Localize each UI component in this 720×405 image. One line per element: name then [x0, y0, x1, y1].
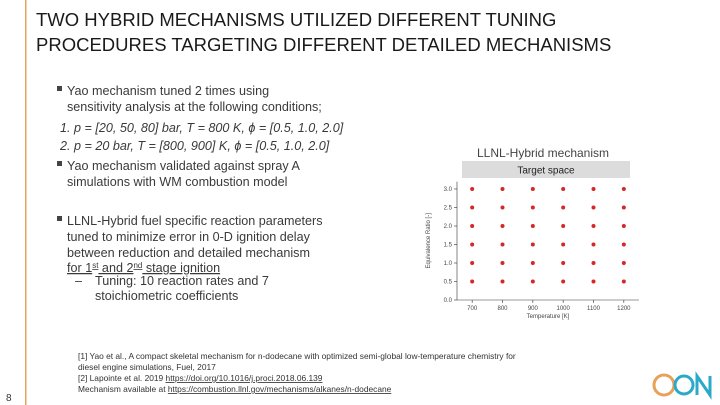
- data-point: [561, 261, 566, 265]
- x-tick-label: 1100: [587, 306, 601, 312]
- y-tick-label: 3.0: [444, 187, 453, 193]
- x-tick-label: 900: [528, 306, 539, 312]
- chart: Target space 0.0 0.5 1.0 1.5 2.0 2.5 3.0 700 800 9…: [426, 161, 639, 320]
- text-run: and 2: [98, 261, 133, 275]
- x-tick-label: 1000: [556, 306, 570, 312]
- bullet-text: sensitivity analysis at the following co…: [67, 100, 322, 114]
- reference-line: diesel engine simulations, Fuel, 2017: [78, 362, 216, 372]
- data-point: [621, 261, 626, 265]
- numbered-item: 2. p = 20 bar, T = [800, 900] K, ϕ = [0.…: [59, 139, 330, 153]
- bullet-marker: [57, 86, 62, 91]
- data-point: [500, 224, 505, 228]
- x-tick-label: 700: [467, 306, 478, 312]
- chart-title-box: [462, 161, 630, 178]
- data-point: [561, 224, 566, 228]
- data-point: [470, 224, 475, 228]
- reference-link[interactable]: https://combustion.llnl.gov/mechanisms/a…: [168, 384, 392, 394]
- reference-text: [1] Yao et al., A compact skeletal mecha…: [78, 351, 516, 361]
- reference-line: Mechanism available at https://combustio…: [78, 384, 392, 394]
- reference-text: diesel engine simulations, Fuel, 2017: [78, 362, 216, 372]
- data-point: [470, 205, 475, 210]
- data-point: [621, 242, 626, 247]
- reference-line: [1] Yao et al., A compact skeletal mecha…: [78, 351, 516, 361]
- logo: [652, 371, 712, 400]
- y-tick-label: 1.0: [444, 261, 453, 267]
- data-point: [621, 187, 626, 191]
- data-point: [621, 205, 626, 210]
- bullet-text: for 1st and 2nd stage ignition: [67, 261, 220, 276]
- y-axis-label: Equivalence Ratio [-]: [426, 213, 432, 269]
- sub-marker: –: [75, 274, 82, 288]
- numbered-item: 1. p = [20, 50, 80] bar, T = 800 K, ϕ = …: [60, 121, 344, 135]
- sub-bullet-text: stoichiometric coefficients: [95, 289, 238, 303]
- data-point: [530, 187, 535, 191]
- reference-link[interactable]: https://doi.org/10.1016/j.proci.2018.06.…: [166, 373, 323, 383]
- y-tick-label: 0.5: [444, 280, 453, 286]
- plot-area: [457, 181, 639, 300]
- data-point: [470, 279, 475, 284]
- data-point: [621, 279, 626, 284]
- references: [1] Yao et al., A compact skeletal mecha…: [78, 351, 516, 394]
- bullet-text: between reduction and detailed mechanism: [67, 246, 310, 260]
- chart-title: Target space: [517, 166, 575, 177]
- page-number: 8: [6, 393, 12, 404]
- data-point: [470, 242, 475, 247]
- data-point: [561, 187, 566, 191]
- data-point: [500, 187, 505, 191]
- data-point: [500, 242, 505, 247]
- data-point: [470, 187, 475, 191]
- bullet-marker: [57, 161, 62, 166]
- data-point: [500, 279, 505, 284]
- reference-text: Mechanism available at: [78, 384, 168, 394]
- data-point: [561, 279, 566, 284]
- reference-line: [2] Lapointe et al. 2019 https://doi.org…: [78, 373, 323, 383]
- bullet-text: LLNL-Hybrid fuel specific reaction param…: [67, 214, 323, 228]
- text-run: for 1: [67, 261, 92, 275]
- data-point: [591, 205, 596, 210]
- data-point: [530, 261, 535, 265]
- y-tick-label: 2.0: [444, 224, 453, 230]
- accent-bar: [25, 0, 27, 405]
- x-tick-label: 1200: [617, 306, 631, 312]
- data-point: [561, 205, 566, 210]
- data-point: [530, 205, 535, 210]
- y-tick-label: 2.5: [444, 206, 453, 212]
- sub-bullet-text: Tuning: 10 reaction rates and 7: [95, 274, 269, 288]
- data-point: [591, 242, 596, 247]
- data-point: [530, 224, 535, 228]
- data-point: [591, 187, 596, 191]
- x-axis-label: Temperature [K]: [527, 314, 570, 320]
- figure-label: LLNL-Hybrid mechanism: [477, 146, 609, 160]
- slide-title: TWO HYBRID MECHANISMS UTILIZED DIFFERENT…: [36, 9, 556, 30]
- bullet-text: tuned to minimize error in 0-D ignition …: [67, 230, 311, 244]
- text-run: stage ignition: [142, 261, 220, 275]
- bullet-marker: [57, 216, 62, 221]
- reference-text: [2] Lapointe et al. 2019: [78, 373, 166, 383]
- data-point: [621, 224, 626, 228]
- superscript: nd: [133, 261, 142, 270]
- data-point: [561, 242, 566, 247]
- data-point: [591, 261, 596, 265]
- data-point: [530, 242, 535, 247]
- y-tick-label: 0.0: [444, 298, 453, 304]
- data-point: [530, 279, 535, 284]
- data-point: [591, 224, 596, 228]
- bullet-text: simulations with WM combustion model: [67, 175, 287, 189]
- bullet-text: Yao mechanism tuned 2 times using: [67, 84, 269, 98]
- bullet-text: Yao mechanism validated against spray A: [67, 159, 300, 173]
- slide-title: PROCEDURES TARGETING DIFFERENT DETAILED …: [36, 34, 611, 55]
- data-point: [591, 279, 596, 284]
- data-point: [500, 205, 505, 210]
- superscript: st: [92, 261, 99, 270]
- data-point: [500, 261, 505, 265]
- y-tick-label: 1.5: [444, 243, 453, 249]
- x-tick-label: 800: [497, 306, 508, 312]
- data-point: [470, 261, 475, 265]
